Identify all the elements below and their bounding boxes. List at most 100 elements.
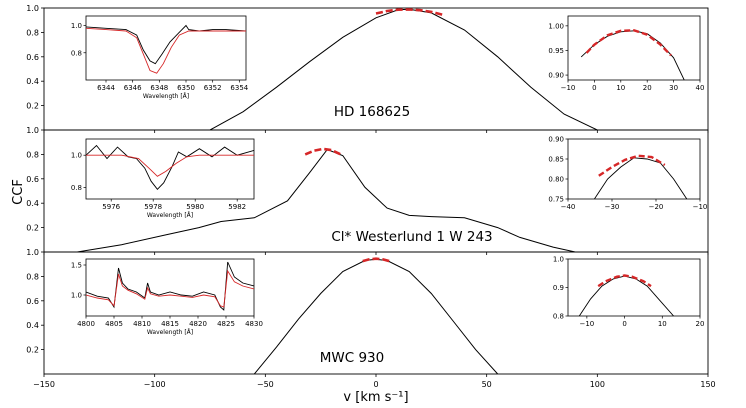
inset-y-tick-label: 1.0 bbox=[553, 256, 564, 264]
panel-1: 0.2 0.4 0.6 0.8 1.0 HD 168625 6344 6346 6348 6350… bbox=[26, 4, 709, 133]
y-tick-label: 0.4 bbox=[26, 321, 39, 330]
inset-x-tick-label: −10 bbox=[561, 84, 576, 92]
gaussian-fit-line bbox=[304, 147, 342, 156]
y-tick-label: 1.0 bbox=[26, 248, 39, 257]
inset-y-tick-label: 1.0 bbox=[71, 152, 82, 160]
y-tick-label: 1.0 bbox=[26, 126, 39, 135]
inset-y-tick-label: 0.75 bbox=[548, 196, 564, 204]
star-label: HD 168625 bbox=[334, 104, 410, 120]
peak-zoom-inset: −40 −30 −20 −10 0.75 0.80 0.85 0.90 bbox=[548, 136, 707, 212]
x-tick-label: −50 bbox=[257, 380, 274, 389]
inset-x-tick-label: 6354 bbox=[230, 84, 248, 92]
y-tick-label: 0.2 bbox=[26, 224, 39, 233]
y-tick-label: 1.0 bbox=[26, 4, 39, 13]
inset-x-tick-label: 0 bbox=[592, 84, 596, 92]
inset-y-tick-label: 0.90 bbox=[548, 72, 564, 80]
spectrum-inset: 6344 6346 6348 6350 6352 6354 0.8 1.0 Wavelength… bbox=[71, 15, 249, 100]
inset-y-tick-label: 1.0 bbox=[71, 22, 82, 30]
y-tick-label: 0.2 bbox=[26, 102, 39, 111]
inset-y-tick-label: 1.5 bbox=[71, 262, 82, 270]
x-tick-label: −100 bbox=[144, 380, 166, 389]
y-tick-label: 0.4 bbox=[26, 77, 39, 86]
y-axis-label: CCF bbox=[11, 179, 26, 205]
star-label: Cl* Westerlund 1 W 243 bbox=[331, 229, 492, 245]
y-tick-label: 0.2 bbox=[26, 346, 39, 355]
inset-x-tick-label: 20 bbox=[643, 84, 652, 92]
y-tick-label: 0.8 bbox=[26, 272, 39, 281]
spectrum-inset: 4800 4805 4810 4815 4820 4825 4830 1.0 1.5 Wavele… bbox=[71, 258, 263, 336]
gaussian-fit-line bbox=[362, 257, 390, 263]
inset-x-tick-label: 6344 bbox=[97, 84, 115, 92]
inset-x-tick-label: 6346 bbox=[124, 84, 142, 92]
y-tick-label: 0.8 bbox=[26, 28, 39, 37]
inset-x-tick-label: 5982 bbox=[228, 203, 246, 211]
inset-x-tick-label: 5980 bbox=[186, 203, 204, 211]
zoom-fit-line bbox=[598, 154, 666, 177]
inset-x-tick-label: 4810 bbox=[133, 320, 151, 328]
inset-x-tick-label: 10 bbox=[658, 320, 667, 328]
inset-x-tick-label: 4800 bbox=[77, 320, 95, 328]
inset-x-tick-label: −10 bbox=[693, 203, 708, 211]
inset-x-tick-label: 6350 bbox=[177, 84, 195, 92]
inset-x-tick-label: 20 bbox=[696, 320, 705, 328]
inset-y-tick-label: 0.85 bbox=[548, 156, 564, 164]
inset-y-tick-label: 0.9 bbox=[553, 284, 564, 292]
y-tick-label: 0.4 bbox=[26, 199, 39, 208]
y-tick-label: 0.6 bbox=[26, 53, 39, 62]
inset-x-tick-label: 5976 bbox=[102, 203, 120, 211]
observed-spectrum-line bbox=[86, 24, 246, 65]
zoom-fit-line bbox=[597, 274, 652, 288]
inset-x-tick-label: 6352 bbox=[204, 84, 222, 92]
inset-x-tick-label: 4815 bbox=[161, 320, 179, 328]
inset-y-tick-label: 1.0 bbox=[71, 292, 82, 300]
inset-x-tick-label: −40 bbox=[561, 203, 576, 211]
inset-frame bbox=[567, 258, 701, 317]
inset-x-tick-label: −10 bbox=[579, 320, 594, 328]
inset-y-tick-label: 0.80 bbox=[548, 176, 564, 184]
inset-x-tick-label: 4825 bbox=[217, 320, 235, 328]
inset-frame bbox=[567, 15, 701, 81]
model-spectrum-line bbox=[86, 269, 254, 308]
spectrum-inset: 5976 5978 5980 5982 0.8 1.0 Wavelength [Å] bbox=[71, 138, 255, 219]
y-tick-label: 0.8 bbox=[26, 150, 39, 159]
y-tick-label: 0.6 bbox=[26, 175, 39, 184]
inset-x-tick-label: −20 bbox=[649, 203, 664, 211]
ccf-line bbox=[77, 148, 576, 252]
inset-x-tick-label: −30 bbox=[605, 203, 620, 211]
inset-frame bbox=[85, 138, 255, 200]
inset-x-label: Wavelength [Å] bbox=[143, 93, 189, 100]
inset-y-tick-label: 0.90 bbox=[548, 136, 564, 144]
inset-x-tick-label: 4820 bbox=[189, 320, 207, 328]
inset-x-label: Wavelength [Å] bbox=[147, 329, 193, 336]
peak-zoom-inset: −10 0 10 20 0.8 0.9 1.0 bbox=[553, 256, 705, 329]
zoom-fit-line bbox=[585, 29, 672, 57]
inset-x-tick-label: 4805 bbox=[105, 320, 123, 328]
plot-area: 0.2 0.4 0.6 0.8 1.0 HD 168625 6344 6346 6348 6350… bbox=[26, 4, 715, 389]
inset-x-tick-label: 40 bbox=[696, 84, 705, 92]
ccf-line bbox=[209, 8, 598, 130]
inset-x-tick-label: 5978 bbox=[144, 203, 162, 211]
inset-frame bbox=[85, 258, 255, 317]
x-tick-label: 100 bbox=[590, 380, 605, 389]
inset-x-tick-label: 30 bbox=[669, 84, 678, 92]
inset-frame bbox=[567, 138, 701, 200]
star-label: MWC 930 bbox=[320, 350, 384, 366]
inset-x-label: Wavelength [Å] bbox=[147, 212, 193, 219]
inset-x-tick-label: 0 bbox=[622, 320, 626, 328]
inset-x-tick-label: 4830 bbox=[245, 320, 263, 328]
x-tick-label: 150 bbox=[700, 380, 715, 389]
zoom-ccf-line bbox=[594, 157, 688, 199]
inset-y-tick-label: 0.95 bbox=[548, 47, 564, 55]
model-spectrum-line bbox=[86, 154, 254, 177]
y-tick-label: 0.6 bbox=[26, 297, 39, 306]
gaussian-fit-line bbox=[375, 8, 443, 16]
x-tick-label: 0 bbox=[373, 380, 378, 389]
panel-2: 0.2 0.4 0.6 0.8 1.0 Cl* Westerlund 1 W 243 597… bbox=[26, 126, 709, 255]
inset-x-tick-label: 6348 bbox=[150, 84, 168, 92]
inset-y-tick-label: 0.8 bbox=[553, 313, 564, 321]
x-tick-label: 50 bbox=[482, 380, 492, 389]
x-axis-label: v [km s⁻¹] bbox=[343, 390, 408, 405]
model-spectrum-line bbox=[86, 27, 246, 74]
